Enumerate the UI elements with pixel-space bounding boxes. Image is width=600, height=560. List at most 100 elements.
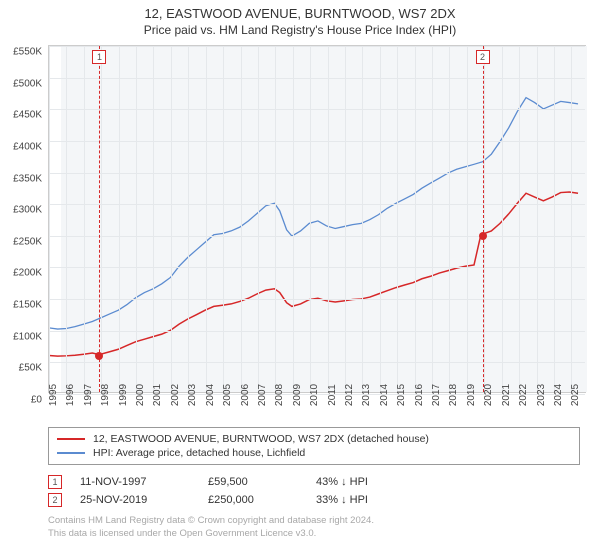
y-tick-label: £50K: [19, 363, 42, 374]
gridline-v: [432, 46, 433, 392]
x-tick-label: 2008: [274, 384, 285, 406]
gridline-v: [206, 46, 207, 392]
x-tick-label: 2016: [414, 384, 425, 406]
y-tick-label: £250K: [13, 236, 42, 247]
gridline-v: [484, 46, 485, 392]
chart-lines: [49, 46, 585, 392]
x-tick-label: 2017: [431, 384, 442, 406]
gridline-h: [49, 299, 585, 300]
footer-line-1: Contains HM Land Registry data © Crown c…: [48, 515, 580, 528]
x-tick-label: 1996: [65, 384, 76, 406]
gridline-h: [49, 362, 585, 363]
gridline-v: [293, 46, 294, 392]
gridline-v: [310, 46, 311, 392]
title-address: 12, EASTWOOD AVENUE, BURNTWOOD, WS7 2DX: [0, 6, 600, 21]
legend-label: 12, EASTWOOD AVENUE, BURNTWOOD, WS7 2DX …: [93, 433, 429, 445]
event-date: 11-NOV-1997: [80, 476, 190, 488]
x-tick-label: 2011: [327, 384, 338, 406]
footer-line-2: This data is licensed under the Open Gov…: [48, 528, 580, 541]
gridline-v: [241, 46, 242, 392]
x-tick-label: 2013: [361, 384, 372, 406]
gridline-v: [415, 46, 416, 392]
x-tick-label: 2021: [501, 384, 512, 406]
series-hpi: [49, 98, 578, 329]
gridline-h: [49, 46, 585, 47]
gridline-v: [502, 46, 503, 392]
gridline-v: [467, 46, 468, 392]
gridline-v: [537, 46, 538, 392]
x-tick-label: 2009: [292, 384, 303, 406]
gridline-v: [171, 46, 172, 392]
x-tick-label: 2024: [553, 384, 564, 406]
legend-item: HPI: Average price, detached house, Lich…: [57, 446, 571, 460]
event-price: £250,000: [208, 494, 298, 506]
price-chart: 12: [48, 45, 586, 393]
x-tick-label: 2007: [257, 384, 268, 406]
y-tick-label: £500K: [13, 78, 42, 89]
gridline-h: [49, 173, 585, 174]
event-dot-1: [95, 352, 103, 360]
y-tick-label: £300K: [13, 205, 42, 216]
y-tick-label: £450K: [13, 110, 42, 121]
x-tick-label: 1999: [118, 384, 129, 406]
gridline-v: [49, 46, 50, 392]
events-table: 111-NOV-1997£59,50043% ↓ HPI225-NOV-2019…: [48, 473, 580, 509]
event-vline-1: [99, 46, 100, 392]
gridline-v: [84, 46, 85, 392]
event-marker-box-2: 2: [476, 50, 490, 64]
x-tick-label: 2002: [170, 384, 181, 406]
x-tick-label: 2025: [570, 384, 581, 406]
gridline-v: [66, 46, 67, 392]
event-delta: 33% ↓ HPI: [316, 494, 368, 506]
gridline-h: [49, 141, 585, 142]
x-tick-label: 2015: [396, 384, 407, 406]
gridline-v: [519, 46, 520, 392]
x-tick-label: 2023: [536, 384, 547, 406]
x-tick-label: 1998: [100, 384, 111, 406]
y-tick-label: £150K: [13, 300, 42, 311]
gridline-h: [49, 204, 585, 205]
event-row-box: 2: [48, 493, 62, 507]
event-row-box: 1: [48, 475, 62, 489]
y-tick-label: £0: [31, 395, 42, 406]
gridline-v: [571, 46, 572, 392]
x-tick-label: 2003: [187, 384, 198, 406]
gridline-h: [49, 236, 585, 237]
x-tick-label: 2001: [152, 384, 163, 406]
gridline-v: [275, 46, 276, 392]
gridline-v: [345, 46, 346, 392]
gridline-v: [119, 46, 120, 392]
y-tick-label: £550K: [13, 47, 42, 58]
gridline-v: [380, 46, 381, 392]
x-axis-labels: 1995199619971998199920002001200220032004…: [48, 393, 586, 421]
gridline-v: [101, 46, 102, 392]
gridline-v: [136, 46, 137, 392]
x-tick-label: 2006: [240, 384, 251, 406]
x-tick-label: 2018: [448, 384, 459, 406]
gridline-v: [449, 46, 450, 392]
y-tick-label: £200K: [13, 268, 42, 279]
gridline-h: [49, 109, 585, 110]
y-tick-label: £400K: [13, 141, 42, 152]
x-tick-label: 2019: [466, 384, 477, 406]
gridline-v: [362, 46, 363, 392]
x-tick-label: 2012: [344, 384, 355, 406]
x-tick-label: 2010: [309, 384, 320, 406]
gridline-v: [397, 46, 398, 392]
chart-legend: 12, EASTWOOD AVENUE, BURNTWOOD, WS7 2DX …: [48, 427, 580, 465]
title-subtitle: Price paid vs. HM Land Registry's House …: [0, 23, 600, 37]
gridline-h: [49, 78, 585, 79]
gridline-v: [223, 46, 224, 392]
y-tick-label: £350K: [13, 173, 42, 184]
gridline-v: [258, 46, 259, 392]
gridline-v: [554, 46, 555, 392]
x-tick-label: 2022: [518, 384, 529, 406]
x-tick-label: 2005: [222, 384, 233, 406]
legend-swatch: [57, 452, 85, 454]
y-axis-labels: £0£50K£100K£150K£200K£250K£300K£350K£400…: [0, 52, 44, 400]
x-tick-label: 2004: [205, 384, 216, 406]
gridline-v: [153, 46, 154, 392]
event-date: 25-NOV-2019: [80, 494, 190, 506]
footer-attribution: Contains HM Land Registry data © Crown c…: [48, 515, 580, 541]
legend-label: HPI: Average price, detached house, Lich…: [93, 447, 305, 459]
